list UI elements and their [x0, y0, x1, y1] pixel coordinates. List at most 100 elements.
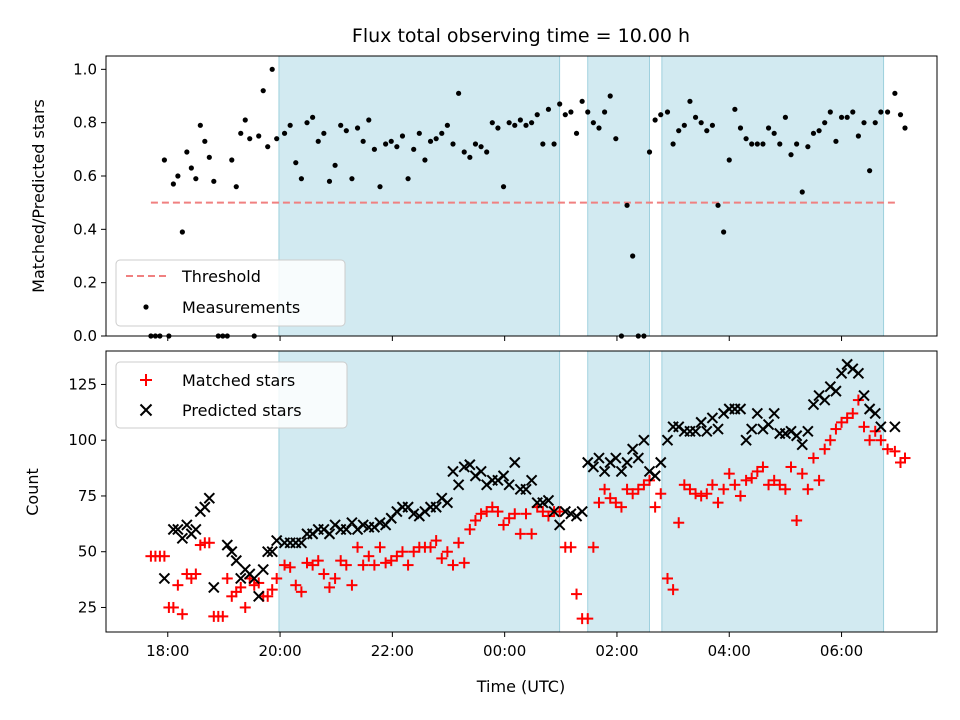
measurement-point [416, 130, 422, 136]
predicted-stars-point [768, 407, 780, 420]
measurement-point [242, 117, 248, 123]
measurement-point [805, 144, 811, 150]
predicted-stars-point [497, 470, 510, 482]
predicted-stars-point [802, 425, 814, 437]
measurement-point [892, 90, 898, 96]
matched-stars-point [453, 537, 465, 549]
measurement-point [557, 101, 563, 107]
matched-stars-point [221, 572, 233, 584]
matched-stars-point [847, 407, 859, 419]
measurement-point [573, 130, 580, 136]
count-panel-frame [105, 350, 938, 633]
measurement-point [170, 181, 176, 187]
matched-stars-point [537, 506, 549, 518]
matched-stars-point [836, 416, 848, 428]
matched-stars-point [312, 555, 324, 567]
matched-stars-point [323, 581, 335, 593]
matched-stars-point [526, 528, 538, 540]
legend-threshold-label: Threshold [181, 267, 261, 286]
matched-stars-point [763, 479, 775, 491]
matched-stars-point [290, 579, 302, 591]
measurement-point [456, 90, 462, 96]
observing-window [661, 350, 885, 633]
matched-stars-point [889, 445, 901, 457]
measurement-point [269, 66, 275, 72]
count-x-ticks: 18:00 20:00 22:00 00:00 02:00 04:00 06:00 [146, 632, 863, 660]
matched-stars-point [176, 608, 188, 620]
measurement-point [184, 149, 190, 155]
predicted-stars-point [740, 434, 752, 446]
matched-stars-point [430, 535, 442, 547]
predicted-stars-point [447, 465, 459, 478]
count-legend-box [115, 361, 348, 429]
matched-stars-point [368, 559, 380, 571]
predicted-stars-point [638, 434, 650, 446]
measurement-point [411, 146, 417, 152]
predicted-stars-point [430, 501, 442, 513]
measurement-point [489, 120, 495, 126]
matched-stars-point [695, 490, 707, 502]
measurement-point [461, 149, 467, 155]
predicted-stars-point [548, 505, 560, 518]
predicted-stars-point [835, 367, 848, 380]
measurement-point [315, 138, 321, 144]
predicted-stars-point [181, 519, 193, 531]
measurement-point [523, 122, 529, 128]
predicted-stars-point [649, 470, 661, 482]
measurement-point [293, 160, 299, 166]
measurement-point [338, 122, 344, 128]
matched-stars-point [436, 552, 448, 564]
ratio-panel: 0.0 0.2 0.4 0.6 0.8 1.0 Matched/Predicted sta… [29, 55, 938, 345]
measurement-point [512, 122, 518, 128]
predicted-stars-point [598, 465, 611, 478]
matched-stars-point [385, 555, 397, 567]
matched-stars-point [271, 572, 283, 584]
predicted-stars-point [858, 389, 870, 402]
measurement-point [444, 122, 450, 128]
measurement-point [771, 130, 777, 136]
predicted-stars-point [226, 546, 238, 558]
ratio-y-tick-label: 1.0 [73, 60, 97, 78]
measurement-point [321, 130, 327, 136]
predicted-stars-point [520, 483, 532, 495]
matched-stars-point [615, 501, 627, 513]
measurement-point [810, 130, 817, 136]
matched-stars-point [649, 501, 661, 513]
matched-stars-point [509, 508, 521, 520]
matched-stars-point [644, 474, 656, 486]
measurement-point [247, 136, 253, 142]
predicted-stars-point [221, 539, 233, 551]
observing-windows [278, 350, 885, 633]
predicted-stars-point [270, 534, 283, 547]
matched-stars-point [503, 512, 515, 524]
measurement-point [197, 122, 203, 128]
predicted-stars-point [830, 385, 842, 397]
ratio-y-ticks: 0.0 0.2 0.4 0.6 0.8 1.0 [73, 60, 106, 345]
measurement-point [737, 125, 744, 131]
predicted-stars-point [796, 438, 808, 451]
matched-stars-point [340, 559, 352, 571]
matched-stars-point [621, 483, 633, 495]
matched-stars-point [830, 423, 842, 435]
matched-stars-point [352, 541, 364, 553]
matched-stars-point [279, 559, 291, 571]
x-axis-label: Time (UTC) [476, 677, 565, 696]
matched-stars-point [492, 506, 504, 518]
measurement-point [506, 120, 512, 126]
ratio-x-ticks [167, 336, 843, 341]
measurement-point [590, 120, 596, 126]
measurement-point [467, 154, 473, 160]
measurement-point [658, 112, 664, 118]
measurement-point [534, 112, 540, 118]
observing-window [587, 350, 650, 633]
x-tick-label: 00:00 [483, 642, 526, 660]
measurement-point [265, 144, 271, 150]
measurement-point [304, 120, 310, 126]
matched-stars-point [346, 579, 358, 591]
measurement-point [698, 120, 704, 126]
matched-stars-point [565, 541, 577, 553]
matched-stars-point [190, 568, 202, 580]
matched-stars-point [655, 488, 667, 500]
measurement-point [422, 157, 428, 163]
predicted-stars-point [689, 425, 702, 437]
